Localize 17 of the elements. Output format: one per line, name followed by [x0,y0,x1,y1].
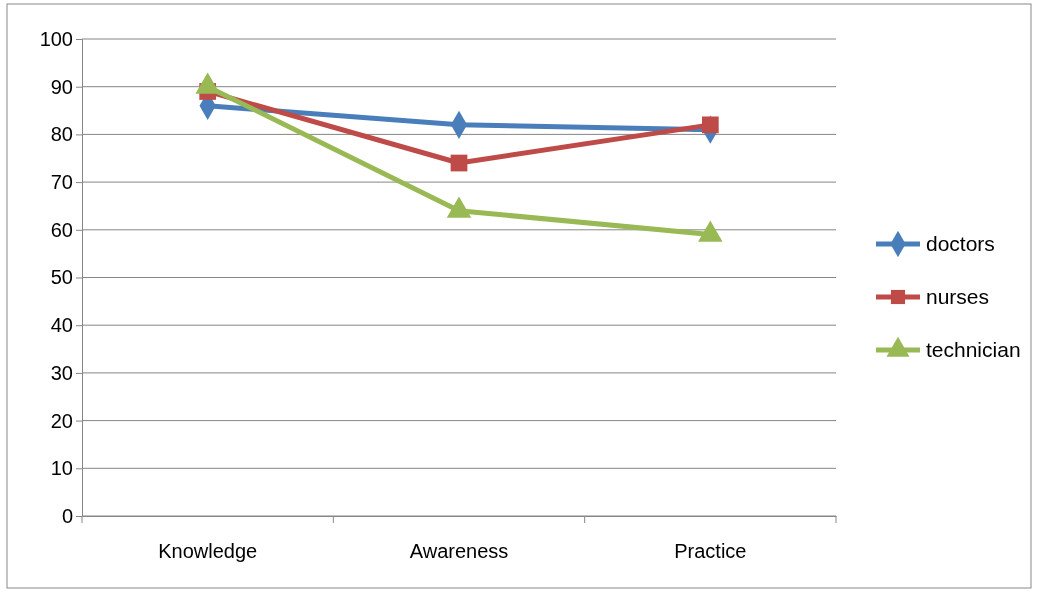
y-tick-label: 80 [50,123,73,146]
y-tick-label: 40 [50,314,73,337]
legend-label: nurses [926,285,990,308]
x-tick-label: Practice [674,540,747,563]
legend-label: doctors [926,232,995,255]
y-tick-label: 20 [50,409,73,432]
legend-label: technician [926,338,1021,361]
y-tick-label: 30 [50,361,73,384]
y-tick-label: 0 [61,504,73,527]
y-tick-label: 10 [50,457,73,480]
y-tick-label: 100 [39,27,73,50]
y-tick-label: 60 [50,218,73,241]
y-tick-label: 90 [50,75,73,98]
y-tick-label: 70 [50,171,73,193]
y-tick-label: 50 [50,266,73,289]
x-tick-label: Knowledge [158,540,258,563]
x-tick-label: Awareness [409,540,509,563]
